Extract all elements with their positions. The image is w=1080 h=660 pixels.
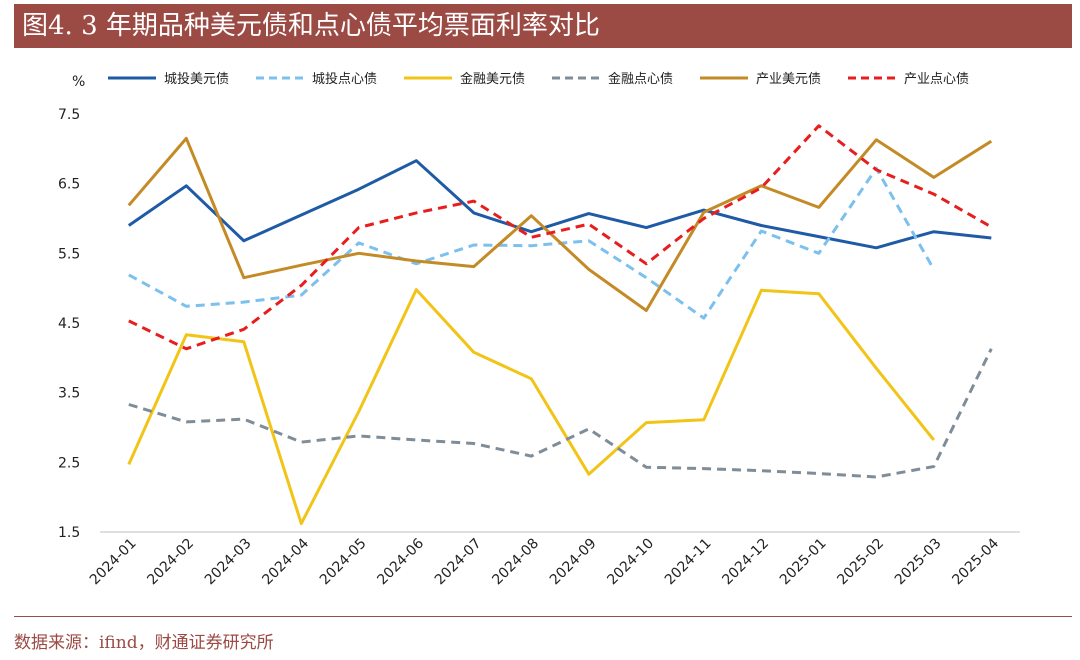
series-3 [127,288,935,526]
page-title: 图4. 3 年期品种美元债和点心债平均票面利率对比 [22,11,600,41]
legend-item: 产业美元债 [700,72,821,87]
x-tick-label: 2024-10 [604,536,657,589]
x-tick-label: 2024-08 [489,536,542,589]
x-tick-label: 2025-02 [834,536,887,589]
x-tick-label: 2025-01 [777,536,830,589]
y-tick-label: 1.5 [58,525,80,541]
legend-label: 金融点心债 [608,71,673,87]
y-tick-label: 6.5 [58,177,80,193]
x-tick-label: 2024-12 [719,536,772,589]
source-note: 数据来源：ifind，财通证券研究所 [14,633,274,653]
title-bar: 图4. 3 年期品种美元债和点心债平均票面利率对比 [14,4,1072,48]
series-line [127,288,935,526]
legend-item: 城投点心债 [256,71,377,87]
legend-item: 城投美元债 [108,71,229,87]
series-line [128,348,993,479]
series-4 [128,348,993,479]
series-line [127,136,993,312]
x-tick-label: 2024-11 [662,536,715,589]
x-tick-label: 2024-03 [202,536,255,589]
series-line [128,166,936,320]
x-tick-label: 2024-02 [144,536,197,589]
y-tick-label: 5.5 [58,246,80,262]
y-axis-unit: % [72,74,85,90]
legend-label: 产业点心债 [904,72,969,87]
legend-label: 城投美元债 [164,71,229,87]
x-tick-label: 2025-04 [949,535,1002,588]
legend-label: 产业美元债 [756,72,821,87]
legend-item: 产业点心债 [848,72,969,87]
y-tick-label: 2.5 [58,455,80,471]
y-tick-label: 3.5 [58,386,80,402]
series-line [128,124,993,351]
x-tick-label: 2024-04 [259,535,312,588]
legend-item: 金融美元债 [404,71,525,87]
x-tick-label: 2024-01 [87,536,140,589]
series-1 [127,159,992,250]
series-6 [128,124,993,351]
series-5 [127,136,993,312]
legend-label: 城投点心债 [312,71,377,87]
y-tick-label: 7.5 [58,107,80,123]
legend-label: 金融美元债 [460,71,525,87]
x-tick-label: 2025-03 [892,536,945,589]
source-divider [14,616,1072,617]
series-2 [128,166,936,320]
x-tick-label: 2024-05 [317,536,370,589]
legend-item: 金融点心债 [552,71,673,87]
x-tick-label: 2024-07 [432,536,485,589]
series-line [127,159,992,250]
x-tick-label: 2024-09 [547,536,600,589]
x-tick-label: 2024-06 [374,535,427,588]
y-tick-label: 4.5 [58,316,80,332]
